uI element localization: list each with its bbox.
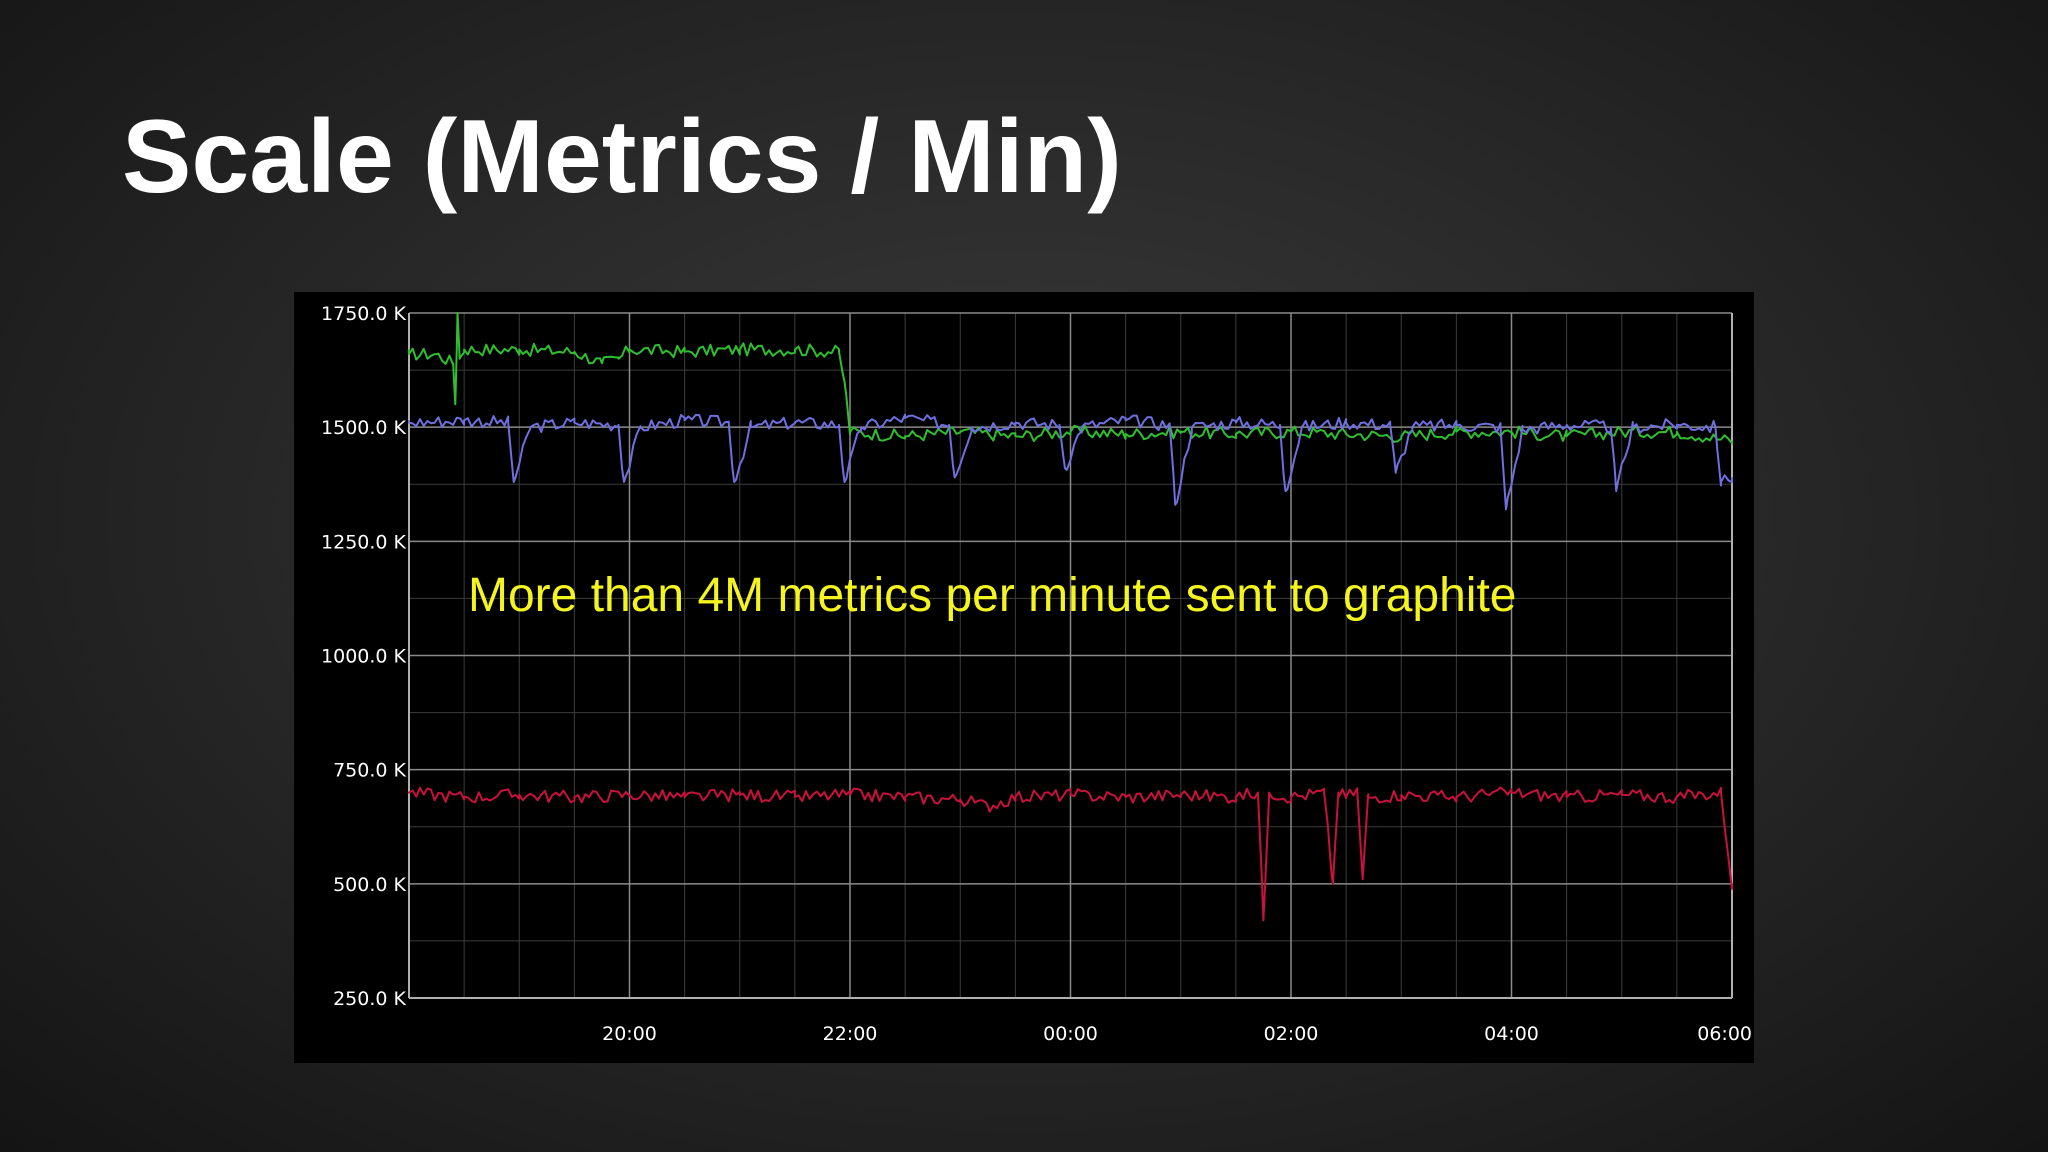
chart-panel: 1750.0 K 1500.0 K 1250.0 K 1000.0 K 750.0 K 5… [294,292,1754,1063]
x-tick-label: 06:00 [1697,1023,1752,1045]
chart-annotation: More than 4M metrics per minute sent to … [468,569,1516,622]
x-tick-label: 22:00 [823,1023,878,1045]
y-tick-label: 1500.0 K [321,417,407,439]
y-tick-label: 250.0 K [333,988,406,1010]
series-line-1 [408,312,1733,445]
x-tick-label: 04:00 [1484,1023,1539,1045]
series-line-2 [408,413,1733,511]
metrics-line-chart: 1750.0 K 1500.0 K 1250.0 K 1000.0 K 750.0 K 5… [321,303,1752,1045]
y-tick-label: 1000.0 K [321,646,407,668]
series-line-3 [408,786,1733,922]
axis-labels: 1750.0 K 1500.0 K 1250.0 K 1000.0 K 750.0 K 5… [321,303,1752,1045]
y-tick-label: 1250.0 K [321,531,407,553]
series-lines [408,312,1733,922]
y-tick-label: 1750.0 K [321,303,407,325]
x-tick-label: 02:00 [1264,1023,1319,1045]
y-tick-label: 750.0 K [333,760,406,782]
y-tick-label: 500.0 K [333,874,406,896]
x-tick-label: 20:00 [602,1023,657,1045]
x-tick-label: 00:00 [1043,1023,1098,1045]
grid-lines [408,312,1733,999]
slide-title: Scale (Metrics / Min) [122,99,1122,215]
